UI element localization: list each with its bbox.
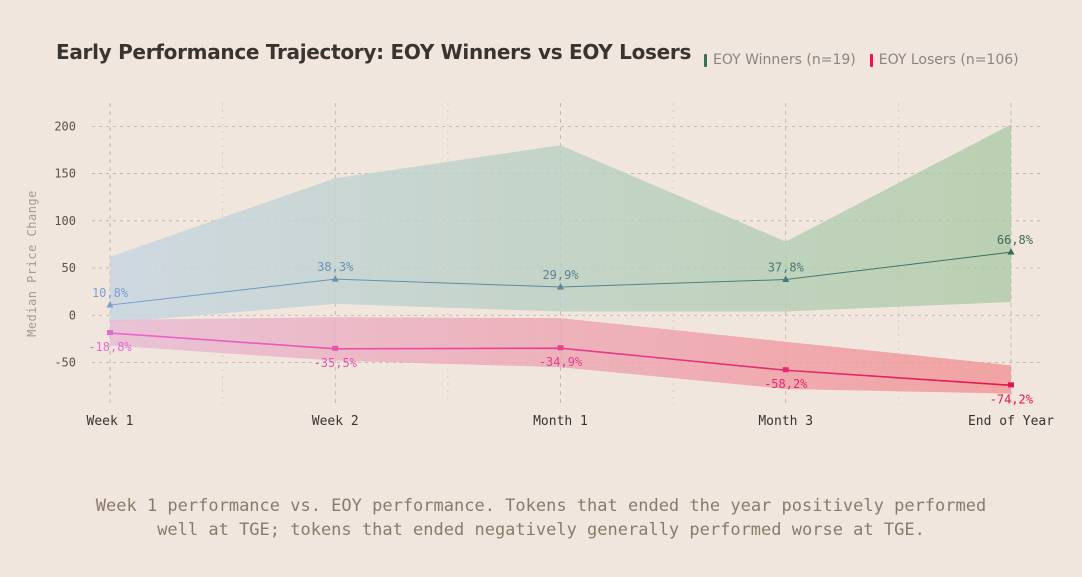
y-tick-label: 100 — [54, 214, 76, 228]
winners-data-label: 66,8% — [997, 233, 1034, 247]
y-tick-label: 200 — [54, 119, 76, 133]
winners-range-band — [110, 124, 1011, 323]
chart-caption: Week 1 performance vs. EOY performance. … — [0, 494, 1082, 542]
losers-data-point — [1008, 382, 1014, 388]
legend-label-losers: EOY Losers (n=106) — [878, 52, 1019, 68]
caption-line-1: Week 1 performance vs. EOY performance. … — [95, 496, 987, 516]
losers-data-point — [782, 367, 789, 373]
losers-data-label: -74,2% — [990, 392, 1034, 406]
legend-item-winners: EOY Winners (n=19) — [704, 52, 856, 68]
winners-data-point — [331, 275, 339, 282]
y-tick-label: 50 — [62, 261, 76, 275]
x-tick-label: End of Year — [968, 414, 1054, 429]
legend-swatch-winners — [704, 53, 707, 67]
winners-data-label: 29,9% — [542, 268, 579, 282]
legend-swatch-losers — [869, 53, 873, 67]
x-tick-label: Week 1 — [87, 414, 134, 429]
winners-data-point — [106, 301, 114, 308]
losers-data-point — [332, 345, 339, 351]
x-tick-label: Week 2 — [312, 414, 359, 429]
winners-data-point — [1007, 248, 1015, 255]
y-tick-label: 0 — [69, 308, 76, 322]
legend-label-winners: EOY Winners (n=19) — [713, 52, 856, 68]
losers-range-band — [110, 317, 1011, 394]
legend-item-losers: EOY Losers (n=106) — [869, 52, 1019, 68]
legend: EOY Winners (n=19) EOY Losers (n=106) — [704, 52, 1019, 68]
winners-data-point — [782, 275, 790, 283]
y-axis-label: Median Price Change — [25, 190, 39, 337]
chart-title: Early Performance Trajectory: EOY Winner… — [56, 40, 692, 64]
winners-data-label: 37,8% — [768, 261, 805, 275]
winners-data-point — [557, 283, 564, 290]
caption-line-2: well at TGE; tokens that ended negativel… — [157, 520, 925, 540]
losers-data-point — [557, 345, 564, 351]
winners-data-label: 38,3% — [317, 260, 354, 274]
losers-data-label: -58,2% — [764, 377, 808, 391]
losers-data-label: -35,5% — [314, 356, 358, 370]
x-tick-label: Month 3 — [758, 414, 813, 429]
y-tick-label: -50 — [54, 355, 76, 369]
chart-area: 200 150 100 50 0 -50 Median Price Change 10,8% 3… — [25, 103, 1054, 429]
losers-data-point — [107, 330, 113, 336]
x-tick-label: Month 1 — [533, 414, 588, 429]
losers-data-label: -18,8% — [88, 340, 132, 354]
y-tick-label: 150 — [54, 167, 76, 181]
winners-data-label: 10,8% — [92, 286, 129, 300]
losers-data-label: -34,9% — [539, 355, 583, 369]
